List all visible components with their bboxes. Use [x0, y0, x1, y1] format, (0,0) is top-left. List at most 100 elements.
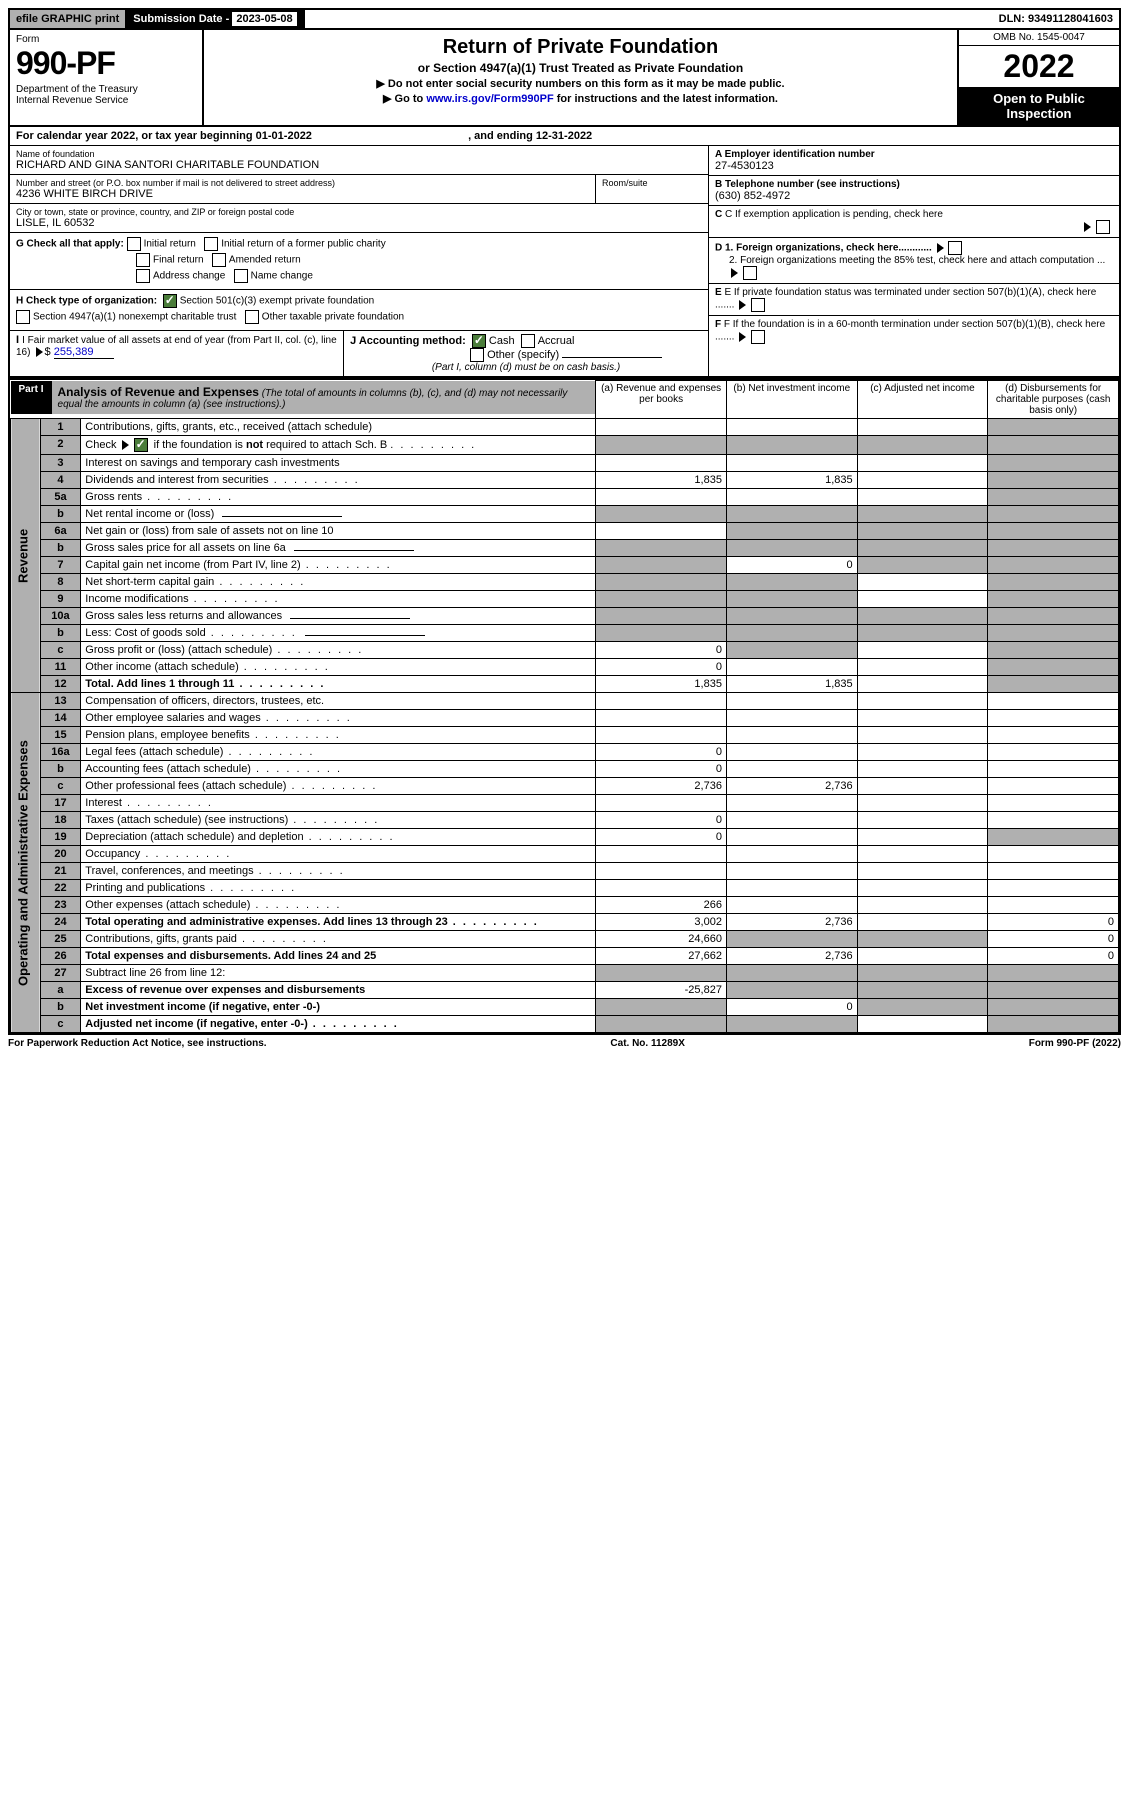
amount-cell: 0	[596, 642, 727, 659]
amount-cell: 24,660	[596, 931, 727, 948]
amount-cell	[726, 436, 857, 455]
amount-cell	[988, 591, 1119, 608]
checkbox-amended-return[interactable]	[212, 253, 226, 267]
amount-cell	[857, 982, 988, 999]
amount-cell: -25,827	[596, 982, 727, 999]
omb-number: OMB No. 1545-0047	[959, 30, 1119, 46]
amount-cell	[596, 489, 727, 506]
line-number: 1	[40, 419, 81, 436]
amount-cell	[988, 744, 1119, 761]
table-row: 22Printing and publications	[11, 880, 1119, 897]
form-label: Form	[16, 34, 196, 45]
amount-cell	[988, 693, 1119, 710]
amount-cell	[988, 999, 1119, 1016]
fmv-link[interactable]: 255,389	[54, 346, 114, 359]
amount-cell	[857, 472, 988, 489]
amount-cell	[857, 540, 988, 557]
table-row: bLess: Cost of goods sold	[11, 625, 1119, 642]
table-row: Operating and Administrative Expenses13C…	[11, 693, 1119, 710]
amount-cell	[988, 419, 1119, 436]
amount-cell: 1,835	[596, 676, 727, 693]
part1-title: Analysis of Revenue and Expenses (The to…	[52, 381, 596, 414]
amount-cell	[988, 982, 1119, 999]
amount-cell	[596, 455, 727, 472]
amount-cell	[726, 625, 857, 642]
irs-link[interactable]: www.irs.gov/Form990PF	[426, 93, 553, 105]
line-number: 24	[40, 914, 81, 931]
line-number: 22	[40, 880, 81, 897]
line-description: Gross rents	[81, 489, 596, 506]
line-number: 9	[40, 591, 81, 608]
table-row: bNet investment income (if negative, ent…	[11, 999, 1119, 1016]
section-i: I I Fair market value of all assets at e…	[10, 331, 344, 376]
table-row: cOther professional fees (attach schedul…	[11, 778, 1119, 795]
amount-cell	[726, 897, 857, 914]
amount-cell: 0	[988, 948, 1119, 965]
line-description: Contributions, gifts, grants paid	[81, 931, 596, 948]
amount-cell	[988, 436, 1119, 455]
table-row: 8Net short-term capital gain	[11, 574, 1119, 591]
checkbox-final-return[interactable]	[136, 253, 150, 267]
amount-cell	[857, 744, 988, 761]
amount-cell	[988, 710, 1119, 727]
line-description: Net short-term capital gain	[81, 574, 596, 591]
checkbox-name-change[interactable]	[234, 269, 248, 283]
amount-cell	[726, 931, 857, 948]
amount-cell	[726, 455, 857, 472]
checkbox-address-change[interactable]	[136, 269, 150, 283]
amount-cell	[857, 948, 988, 965]
checkbox-501c3[interactable]	[163, 294, 177, 308]
amount-cell	[857, 591, 988, 608]
checkbox-cash[interactable]	[472, 334, 486, 348]
amount-cell	[988, 778, 1119, 795]
checkbox-accrual[interactable]	[521, 334, 535, 348]
checkbox-d2[interactable]	[743, 266, 757, 280]
line-number: 15	[40, 727, 81, 744]
amount-cell	[596, 727, 727, 744]
amount-cell	[857, 436, 988, 455]
checkbox-4947a1[interactable]	[16, 310, 30, 324]
amount-cell	[988, 863, 1119, 880]
line-number: 12	[40, 676, 81, 693]
checkbox-other-method[interactable]	[470, 348, 484, 362]
amount-cell	[857, 608, 988, 625]
line-description: Occupancy	[81, 846, 596, 863]
checkbox-schb[interactable]	[134, 438, 148, 452]
line-number: b	[40, 761, 81, 778]
checkbox-initial-return[interactable]	[127, 237, 141, 251]
line-description: Compensation of officers, directors, tru…	[81, 693, 596, 710]
table-row: 21Travel, conferences, and meetings	[11, 863, 1119, 880]
amount-cell	[988, 625, 1119, 642]
amount-cell	[988, 829, 1119, 846]
amount-cell	[988, 846, 1119, 863]
line-number: b	[40, 999, 81, 1016]
col-b-header: (b) Net investment income	[726, 381, 857, 419]
line-number: b	[40, 506, 81, 523]
checkbox-d1[interactable]	[948, 241, 962, 255]
checkbox-e[interactable]	[751, 298, 765, 312]
amount-cell	[726, 982, 857, 999]
line-number: a	[40, 982, 81, 999]
amount-cell	[596, 540, 727, 557]
line-description: Net gain or (loss) from sale of assets n…	[81, 523, 596, 540]
amount-cell	[988, 880, 1119, 897]
amount-cell	[596, 1016, 727, 1033]
checkbox-other-taxable[interactable]	[245, 310, 259, 324]
section-h: H Check type of organization: Section 50…	[10, 290, 708, 331]
table-row: 6aNet gain or (loss) from sale of assets…	[11, 523, 1119, 540]
amount-cell	[988, 676, 1119, 693]
amount-cell: 27,662	[596, 948, 727, 965]
checkbox-c[interactable]	[1096, 220, 1110, 234]
amount-cell: 0	[596, 744, 727, 761]
line-description: Depreciation (attach schedule) and deple…	[81, 829, 596, 846]
checkbox-f[interactable]	[751, 330, 765, 344]
line-number: 8	[40, 574, 81, 591]
amount-cell	[596, 693, 727, 710]
part1-label: Part I	[11, 381, 52, 414]
amount-cell	[857, 727, 988, 744]
efile-print-button[interactable]: efile GRAPHIC print	[10, 10, 127, 28]
amount-cell: 2,736	[726, 778, 857, 795]
line-description: Subtract line 26 from line 12:	[81, 965, 596, 982]
amount-cell	[596, 999, 727, 1016]
checkbox-initial-former[interactable]	[204, 237, 218, 251]
